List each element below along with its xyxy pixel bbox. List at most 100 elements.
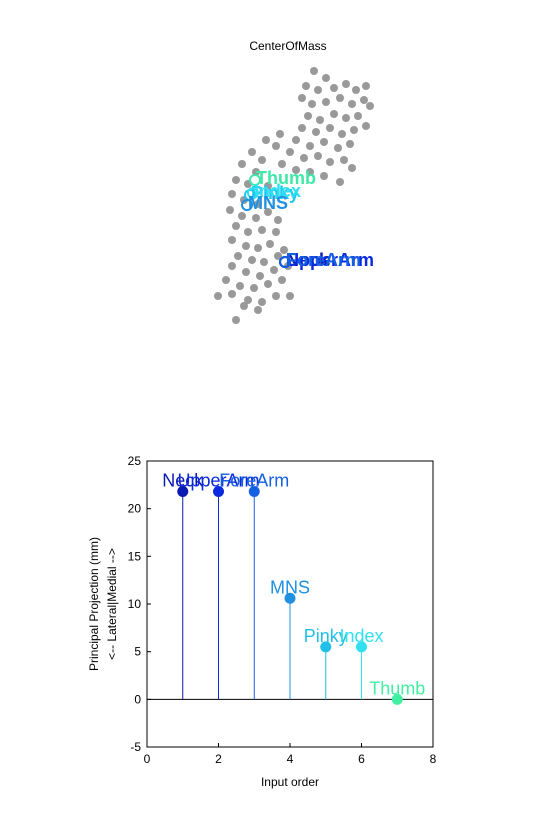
stem-marker (284, 592, 296, 604)
point-label: Index (254, 181, 301, 201)
point (222, 276, 230, 284)
stem-marker (248, 486, 260, 498)
point-label: Pinky (251, 183, 299, 203)
point (304, 112, 312, 120)
point (342, 80, 350, 88)
point (278, 160, 286, 168)
stem-label: UpperArm (177, 471, 259, 491)
point (274, 252, 282, 260)
point (330, 84, 338, 92)
point (272, 292, 280, 300)
stem-marker (391, 693, 403, 705)
point (316, 116, 324, 124)
point (366, 102, 374, 110)
y-tick-label: 15 (128, 549, 142, 563)
point (346, 140, 354, 148)
point (298, 124, 306, 132)
y-axis-label: Principal Projection (mm) (87, 537, 101, 671)
y-axis-label: <-- Lateral|Medial --> (105, 548, 119, 660)
point (342, 114, 350, 122)
y-tick-label: 5 (134, 645, 141, 659)
point (232, 222, 240, 230)
point (242, 268, 250, 276)
point (302, 82, 310, 90)
stem-marker (356, 641, 367, 653)
point-label: UpperArm (286, 250, 374, 270)
point (244, 228, 252, 236)
point (338, 130, 346, 138)
stem-label: Index (339, 626, 383, 646)
point (228, 190, 236, 198)
x-tick-label: 0 (144, 752, 151, 766)
point (286, 148, 294, 156)
point (350, 126, 358, 134)
x-tick-label: 8 (430, 752, 437, 766)
point (258, 156, 266, 164)
point (248, 148, 256, 156)
x-tick-label: 2 (215, 752, 222, 766)
point (232, 316, 240, 324)
y-tick-label: 0 (134, 692, 141, 706)
point (326, 124, 334, 132)
point (238, 160, 246, 168)
point (254, 306, 262, 314)
labeled-point (241, 199, 253, 211)
point (348, 164, 356, 172)
point (292, 166, 300, 174)
point (238, 212, 246, 220)
point (258, 226, 266, 234)
point (320, 172, 328, 180)
point (272, 228, 280, 236)
point (292, 136, 300, 144)
x-axis-label: Input order (261, 775, 319, 789)
point (276, 130, 284, 138)
y-tick-label: 20 (128, 502, 142, 516)
point (348, 100, 356, 108)
point (322, 98, 330, 106)
point (336, 178, 344, 186)
point (362, 82, 370, 90)
point (248, 256, 256, 264)
point (234, 252, 242, 260)
point (252, 168, 260, 176)
point (300, 154, 308, 162)
point (280, 246, 288, 254)
point (336, 94, 344, 102)
point (308, 100, 316, 108)
stem-label: ForeArm (219, 471, 289, 491)
point (286, 292, 294, 300)
point (310, 67, 318, 75)
labeled-point (249, 174, 261, 186)
point (264, 280, 272, 288)
point (254, 244, 262, 252)
point-label: Thumb (256, 168, 316, 188)
point (270, 266, 278, 274)
point (258, 298, 266, 306)
point (226, 206, 234, 214)
point (354, 112, 362, 120)
point (244, 296, 252, 304)
point (264, 182, 272, 190)
point-label: ForeArm (286, 250, 361, 270)
point (360, 96, 368, 104)
stem-label: Neck (162, 471, 204, 491)
point (362, 122, 370, 130)
point (260, 258, 268, 266)
point (228, 290, 236, 298)
y-tick-label: 25 (128, 454, 142, 468)
point (334, 144, 342, 152)
point (326, 158, 334, 166)
y-tick-label: 10 (128, 597, 142, 611)
point (236, 282, 244, 290)
stem-label: MNS (270, 577, 310, 597)
point-label: Neck (286, 250, 330, 270)
point (314, 152, 322, 160)
point-label: MNS (248, 193, 288, 213)
point (312, 128, 320, 136)
stem-label: Thumb (369, 678, 425, 698)
point (278, 276, 286, 284)
stem-marker (213, 486, 224, 498)
point (306, 168, 314, 176)
